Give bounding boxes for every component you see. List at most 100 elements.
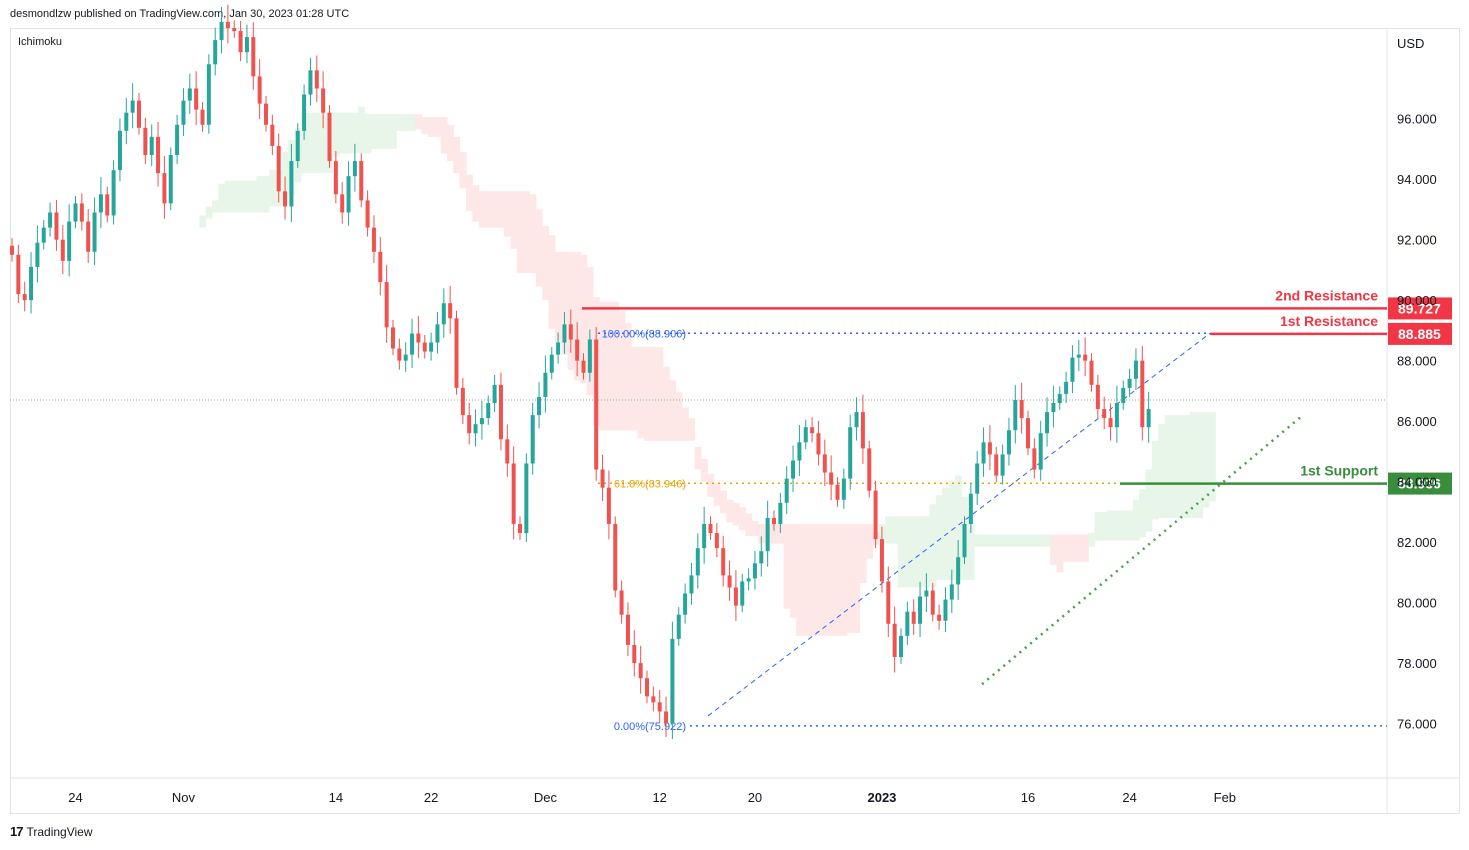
cloud-segment [770,523,778,544]
candle-body [359,161,364,201]
cloud-segment [999,534,1007,547]
cloud-segment [389,114,397,149]
cloud-segment [529,194,537,273]
candle-body [340,194,345,213]
cloud-segment [713,483,721,506]
candle-body [797,442,802,461]
candle-body [994,454,999,476]
candle-body [937,614,942,621]
cloud-segment [453,136,461,174]
candle-body [695,548,700,576]
cloud-segment [243,180,251,213]
candle-body [137,100,141,128]
candle-body [1045,412,1050,434]
cloud-segment [1107,510,1115,541]
price-tick: 92.000 [1397,233,1437,248]
candle-body [975,463,980,494]
cloud-segment [1005,534,1013,547]
guide-lines: 100.00%(88.906) 61.8%(83.946) 0.00%(75.922… [10,328,1387,733]
candle-body [1032,448,1037,470]
candle-body [270,124,275,146]
cloud-segment [491,191,499,228]
candle-body [486,403,491,419]
candle-body [206,64,211,125]
candle-body [448,303,453,319]
cloud-segment [313,112,321,174]
publisher-header: desmondlzw published on TradingView.com,… [10,8,350,20]
candle-body [873,490,878,540]
candle-body [987,442,992,455]
candle-body [238,31,243,53]
price-tick: 80.000 [1397,596,1437,611]
cloud-segment [694,446,702,470]
cloud-segment [446,124,454,162]
cloud-segment [516,191,524,273]
candle-body [568,324,573,340]
candle-body [48,212,53,228]
cloud-segment [758,523,765,544]
cloud-segment [796,523,804,636]
cloud-segment [205,206,213,219]
candle-body [73,203,78,222]
candle-body [962,523,967,558]
candle-body [918,596,923,624]
candle-body [175,124,180,156]
cloud-segment [1081,534,1089,562]
candle-body [981,442,986,464]
candle-body [860,412,865,449]
candle-body [562,324,567,343]
candle-body [892,623,897,658]
cloud-segment [1012,534,1019,547]
cloud-segment [986,534,994,547]
cloud-segment [1069,534,1077,562]
cloud-segment [789,523,797,618]
cloud-segment [669,380,677,441]
cloud-segment [948,481,956,580]
cloud-segment [542,226,550,301]
footer: 17 TradingView [10,824,93,839]
footer-brand[interactable]: TradingView [26,824,93,839]
cloud-segment [751,520,759,537]
fib-diagonal-line [707,332,1211,717]
cloud-segment [612,301,619,431]
resistance-2-value: 89.727 [1398,300,1441,316]
cloud-segment [637,347,645,438]
cloud-segment [726,499,734,523]
candle-body [168,155,173,204]
cloud-segment [370,114,378,149]
candle-body [1000,454,1005,476]
candle-body [1102,409,1107,419]
candle-body [194,88,199,110]
cloud-segment [707,474,715,497]
cloud-segment [1208,412,1216,502]
cloud-segment [605,301,613,431]
candle-body [276,145,281,192]
candle-body [943,599,948,621]
candle-body [689,575,694,594]
candle-body [816,433,821,455]
candle-body [524,463,529,534]
candle-body [302,94,307,131]
cloud-segment [980,534,988,547]
cloud-segment [1139,489,1146,538]
indicator-label[interactable]: Ichimoku [18,36,63,48]
cloud-segment [916,516,924,588]
cloud-segment [408,114,416,131]
candle-body [54,212,59,240]
cloud-segment [739,507,746,531]
cloud-segment [1031,534,1039,547]
time-tick: Dec [534,790,558,805]
candle-body [479,418,484,425]
cloud-segment [599,301,607,431]
currency-label[interactable]: USD [1397,36,1425,51]
cloud-segment [1043,534,1051,547]
candle-body [346,176,351,213]
cloud-segment [1062,534,1070,562]
candle-body [98,194,103,213]
resistance-2-tag [1388,297,1452,320]
candle-body [435,324,440,343]
cloud-segment [1088,533,1096,547]
cloud-segment [1183,415,1191,518]
candle-body [1026,418,1030,449]
